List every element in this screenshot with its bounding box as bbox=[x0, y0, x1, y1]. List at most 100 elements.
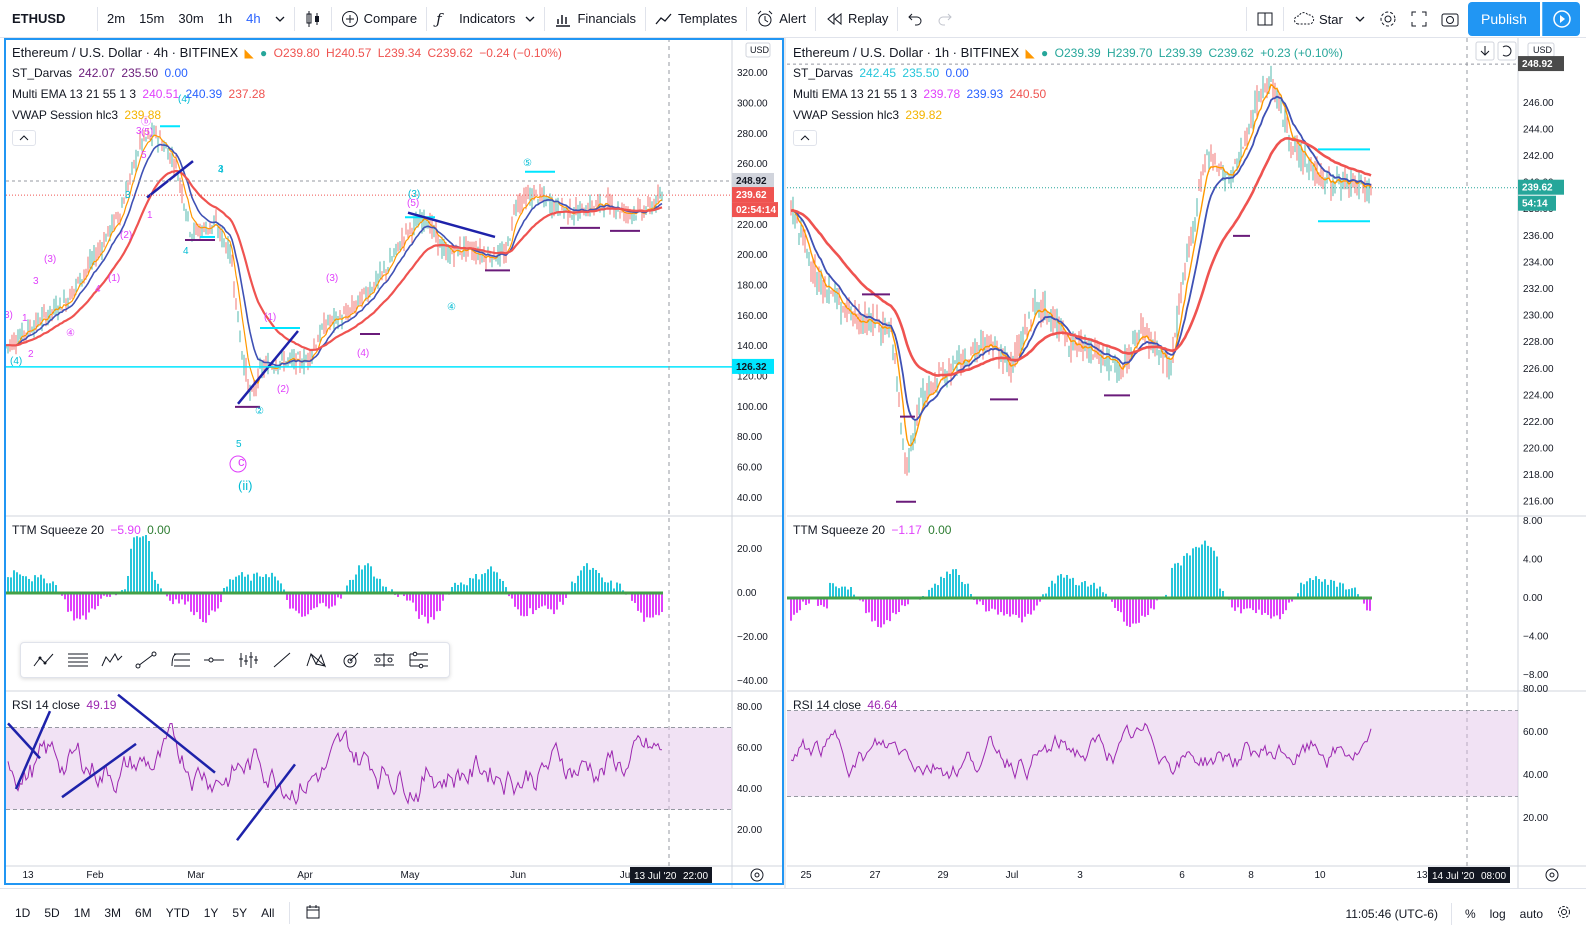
interval-30m[interactable]: 30m bbox=[178, 11, 204, 26]
interval-15m[interactable]: 15m bbox=[139, 11, 165, 26]
chart-layout: 3) 1 2 (4) 3 (3) 4 ④ (1) (2) 3 (5) 5 ⓑ 3 1 (4) 4 3 5 c (ii) (1… bbox=[0, 38, 1586, 888]
interval-dropdown[interactable] bbox=[268, 0, 292, 38]
horizontal-ray-tool-button[interactable] bbox=[197, 645, 231, 675]
collapse-legend-button[interactable] bbox=[12, 130, 36, 146]
time-tick-label: 13 bbox=[1416, 870, 1428, 881]
left-rsi-legend[interactable]: RSI 14 close 49.19 bbox=[12, 698, 119, 712]
indicators-button[interactable]: ƒ Indicators bbox=[429, 0, 542, 38]
range-all[interactable]: All bbox=[261, 906, 275, 920]
publish-button[interactable]: Publish bbox=[1468, 2, 1540, 36]
right-vwap-legend[interactable]: VWAP Session hlc3 239.82 bbox=[793, 108, 945, 122]
right-ema-legend[interactable]: Multi EMA 13 21 55 1 3 239.78 239.93 240… bbox=[793, 87, 1049, 101]
rewind-icon bbox=[827, 12, 842, 25]
vwap-label: VWAP Session hlc3 bbox=[793, 108, 900, 122]
circle-brush-tool-button[interactable] bbox=[333, 645, 367, 675]
range-5y[interactable]: 5Y bbox=[232, 906, 248, 920]
gear-icon bbox=[754, 872, 760, 878]
ohlc-bars-tool-button[interactable] bbox=[231, 645, 265, 675]
timezone-clock[interactable]: 11:05:46 (UTC-6) bbox=[1345, 906, 1438, 921]
log-scale-toggle[interactable]: log bbox=[1489, 906, 1506, 921]
financials-button[interactable]: Financials bbox=[547, 0, 643, 38]
redo-button[interactable] bbox=[930, 0, 960, 38]
time-tick-label: 13 bbox=[22, 870, 34, 881]
layout-button[interactable] bbox=[1249, 0, 1281, 38]
left-ema-legend[interactable]: Multi EMA 13 21 55 1 3 240.51 240.39 237… bbox=[12, 87, 268, 101]
price-tick-label: 160.00 bbox=[737, 311, 768, 322]
elliott-impulse-tool-button[interactable] bbox=[95, 645, 129, 675]
settings-button[interactable] bbox=[1550, 905, 1578, 922]
range-6m[interactable]: 6M bbox=[135, 906, 152, 920]
templates-button[interactable]: Templates bbox=[648, 0, 744, 38]
replay-button[interactable]: Replay bbox=[818, 0, 895, 38]
financials-label: Financials bbox=[577, 11, 636, 26]
right-squeeze-legend[interactable]: TTM Squeeze 20 −1.17 0.00 bbox=[793, 523, 954, 537]
chevron-down-icon bbox=[525, 16, 535, 22]
rsi-tick-label: 60.00 bbox=[1523, 727, 1548, 738]
interval-2m[interactable]: 2m bbox=[107, 11, 126, 26]
left-close: C239.62 bbox=[427, 46, 473, 60]
chart-type-button[interactable] bbox=[297, 0, 329, 38]
range-3m[interactable]: 3M bbox=[104, 906, 122, 920]
position-tool-button[interactable] bbox=[401, 645, 435, 675]
elliott-abc-tool-button[interactable] bbox=[27, 645, 61, 675]
line-tool-button[interactable] bbox=[265, 645, 299, 675]
time-cursor-tag bbox=[1428, 867, 1510, 883]
interval-1h[interactable]: 1h bbox=[217, 11, 233, 26]
gear-icon bbox=[1380, 11, 1396, 27]
right-close: C239.62 bbox=[1208, 46, 1254, 60]
left-squeeze-legend[interactable]: TTM Squeeze 20 −5.90 0.00 bbox=[12, 523, 173, 537]
right-rsi-legend[interactable]: RSI 14 close 46.64 bbox=[793, 698, 900, 712]
symbol-search[interactable]: ETHUSD bbox=[12, 11, 66, 26]
right-darvas-legend[interactable]: ST_Darvas 242.45 235.50 0.00 bbox=[793, 66, 972, 80]
auto-scale-toggle[interactable]: auto bbox=[1519, 906, 1543, 921]
currency-label: USD bbox=[750, 45, 770, 55]
charts-canvas[interactable]: 3) 12(4)3(3)4④(1)(2)3(5)5ⓑ31(4)435c(ii)(1… bbox=[0, 38, 1586, 888]
interval-4h[interactable]: 4h bbox=[246, 11, 261, 26]
left-vwap-legend[interactable]: VWAP Session hlc3 239.88 bbox=[12, 108, 164, 122]
squeeze-value: 0.00 bbox=[928, 523, 952, 537]
price-tick-label: 140.00 bbox=[737, 341, 768, 352]
fullscreen-button[interactable] bbox=[1404, 0, 1434, 38]
compare-button[interactable]: Compare bbox=[334, 0, 424, 38]
layout-icon bbox=[1257, 12, 1273, 26]
alert-button[interactable]: Alert bbox=[749, 0, 813, 38]
range-1d[interactable]: 1D bbox=[15, 906, 31, 920]
market-status-icon: ◣ bbox=[244, 46, 254, 60]
trend-line-tool-button[interactable] bbox=[129, 645, 163, 675]
reset-button bbox=[1497, 41, 1517, 61]
price-tick-label: 226.00 bbox=[1523, 364, 1554, 375]
position-icon bbox=[409, 651, 428, 669]
divider bbox=[1246, 7, 1247, 31]
undo-button[interactable] bbox=[900, 0, 930, 38]
countdown-tag-text: 02:54:14 bbox=[736, 205, 776, 216]
horizontal-lines-tool-button[interactable] bbox=[61, 645, 95, 675]
range-1m[interactable]: 1M bbox=[73, 906, 91, 920]
fib-tool-button[interactable] bbox=[163, 645, 197, 675]
snapshot-button[interactable] bbox=[1434, 0, 1466, 38]
arrow-down-icon bbox=[1480, 46, 1490, 56]
impulse-wave-icon bbox=[101, 652, 123, 667]
price-tick-label: 246.00 bbox=[1523, 98, 1554, 109]
price-tick-label: 60.00 bbox=[737, 463, 762, 474]
publish-video-button[interactable] bbox=[1542, 2, 1580, 36]
range-5d[interactable]: 5D bbox=[44, 906, 60, 920]
percent-scale-toggle[interactable]: % bbox=[1464, 906, 1476, 921]
range-ytd[interactable]: YTD bbox=[165, 906, 190, 920]
parallel-channel-tool-button[interactable] bbox=[367, 645, 401, 675]
left-darvas-legend[interactable]: ST_Darvas 242.07 235.50 0.00 bbox=[12, 66, 191, 80]
ema-label: Multi EMA 13 21 55 1 3 bbox=[12, 87, 137, 101]
star-button[interactable]: Star bbox=[1286, 0, 1372, 38]
darvas-value: 0.00 bbox=[164, 66, 188, 80]
wave-label: ② bbox=[255, 406, 264, 417]
collapse-legend-button[interactable] bbox=[793, 130, 817, 146]
xabcd-pattern-tool-button[interactable] bbox=[299, 645, 333, 675]
goto-date-button[interactable] bbox=[298, 904, 328, 923]
settings-button[interactable] bbox=[1372, 0, 1404, 38]
range-1y[interactable]: 1Y bbox=[203, 906, 219, 920]
camera-icon bbox=[1441, 13, 1459, 27]
time-tick-label: Feb bbox=[86, 870, 104, 881]
wave-label: 3 bbox=[218, 164, 224, 175]
divider bbox=[544, 6, 546, 31]
elliott-wave-icon bbox=[33, 653, 54, 667]
price-tick-label: 236.00 bbox=[1523, 231, 1554, 242]
